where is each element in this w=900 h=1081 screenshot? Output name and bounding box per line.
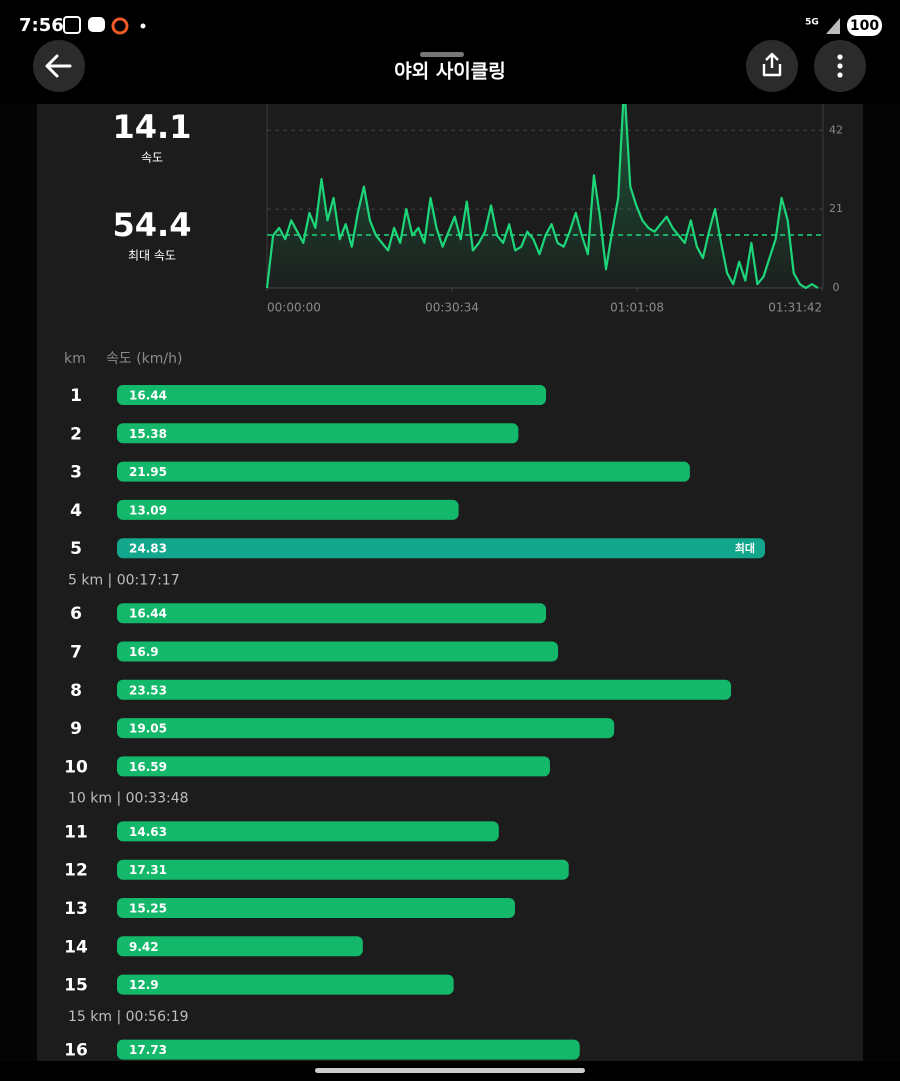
avg-speed-label: 속도: [141, 151, 163, 165]
km-label: 14: [64, 937, 88, 957]
battery-pill: [847, 15, 882, 36]
speed-bar: [117, 859, 569, 880]
speed-header: 속도 (km/h): [106, 351, 182, 367]
speed-label: 15.25: [129, 902, 167, 916]
km-label: 8: [70, 681, 82, 701]
stats: 14.1 속도 54.4 최대 속도: [113, 108, 192, 263]
status-icon: [88, 17, 105, 32]
km-label: 9: [70, 719, 82, 739]
speed-label: 21.95: [129, 465, 167, 479]
km-label: 7: [70, 643, 82, 663]
drag-handle: [420, 52, 464, 57]
km-label: 5: [70, 539, 82, 559]
speed-label: 16.59: [129, 760, 167, 774]
speed-label: 9.42: [129, 940, 159, 954]
max-speed-value: 54.4: [113, 206, 192, 244]
avg-speed-value: 14.1: [113, 108, 192, 146]
max-speed-label: 최대 속도: [128, 249, 176, 263]
speed-bar: [117, 821, 499, 842]
more-icon: [837, 54, 843, 60]
split-summary: 15 km | 00:56:19: [68, 1009, 189, 1025]
speed-label: 23.53: [129, 683, 167, 697]
more-icon: [837, 63, 843, 69]
share-icon: [762, 52, 782, 77]
speed-bar: [117, 641, 559, 662]
km-label: 13: [64, 899, 88, 919]
speed-bar: [117, 936, 363, 957]
more-icon: [837, 72, 843, 78]
speed-bar: [117, 1039, 580, 1060]
speed-bar: [117, 974, 454, 995]
y-tick-label: 21: [829, 202, 843, 215]
speed-line: [265, 82, 819, 290]
x-tick-label: 01:01:08: [610, 301, 664, 315]
signal-icon: [826, 18, 840, 34]
km-label: 12: [64, 861, 88, 881]
speed-bar: [117, 538, 765, 559]
speed-label: 12.9: [129, 978, 159, 992]
speed-label: 16.9: [129, 645, 159, 659]
status-icon: [140, 23, 146, 29]
km-label: 15: [64, 976, 88, 996]
speed-bar: [117, 898, 515, 918]
split-summary: 5 km | 00:17:17: [68, 573, 180, 589]
speed-label: 24.83: [129, 542, 167, 556]
km-header: km: [64, 351, 86, 367]
speed-label: 17.31: [129, 863, 167, 877]
km-label: 16: [64, 1041, 88, 1061]
max-label: 최대: [735, 541, 755, 555]
speed-label: 16.44: [129, 389, 167, 403]
speed-bar: [117, 718, 615, 739]
km-label: 3: [70, 463, 82, 483]
km-label: 4: [70, 501, 82, 521]
speed-bar: [117, 603, 547, 624]
km-label: 6: [70, 604, 82, 624]
x-tick-label: 01:31:42: [768, 301, 822, 315]
top-bar: 7:56 5G 100 야외 사이클링: [0, 0, 900, 104]
km-label: 11: [64, 822, 88, 842]
speed-bar: [117, 756, 550, 777]
speed-label: 19.05: [129, 722, 167, 736]
area-fill: [267, 83, 818, 288]
speed-label: 14.63: [129, 825, 167, 839]
speed-bar: [117, 461, 690, 482]
speed-label: 17.73: [129, 1043, 167, 1057]
status-network: 5G: [805, 18, 819, 28]
page-title: 야외 사이클링: [394, 61, 506, 83]
y-tick-label: 42: [829, 123, 843, 136]
split-summary: 10 km | 00:33:48: [68, 791, 189, 807]
x-tick-label: 00:30:34: [425, 301, 479, 315]
home-indicator: [315, 1068, 585, 1073]
status-icon: [63, 16, 81, 34]
km-label: 10: [64, 757, 88, 777]
speed-bar: [117, 423, 519, 444]
x-tick-label: 00:00:00: [267, 301, 321, 315]
speed-label: 13.09: [129, 503, 167, 517]
speed-bar: [117, 499, 459, 520]
status-icon: [111, 17, 129, 35]
back-icon: [45, 54, 72, 78]
speed-bar: [117, 679, 732, 700]
status-battery: 100: [850, 18, 879, 34]
speed-label: 15.38: [129, 427, 167, 441]
status-time: 7:56: [19, 15, 64, 36]
km-label: 1: [70, 386, 82, 406]
speed-chart: 0 21 42 00:00:00 00:30:34 01:01:08 01:31:42: [265, 82, 843, 315]
km-label: 2: [70, 424, 82, 444]
speed-bar: [117, 385, 547, 405]
y-tick-label: 0: [833, 281, 840, 294]
splits-list: km 속도 (km/h) 1 16.44 2 15.38 3 21.95 4 13.09 5 24…: [64, 351, 765, 1061]
speed-label: 16.44: [129, 607, 167, 621]
